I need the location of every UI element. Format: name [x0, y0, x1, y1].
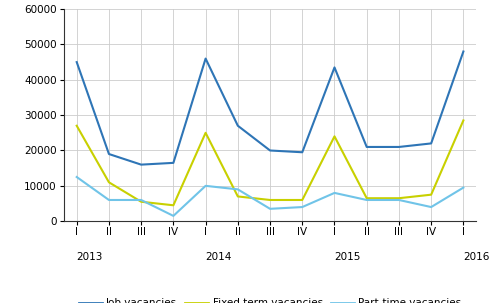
Fixed term vacancies [428, 193, 434, 197]
Job vacancies [106, 152, 112, 156]
Text: 2015: 2015 [334, 252, 361, 262]
Fixed term vacancies [331, 135, 337, 138]
Fixed term vacancies [106, 181, 112, 184]
Part-time vacancies [364, 198, 370, 202]
Fixed term vacancies [235, 195, 241, 198]
Part-time vacancies [170, 214, 176, 218]
Fixed term vacancies [74, 124, 80, 128]
Fixed term vacancies [203, 131, 209, 135]
Part-time vacancies [235, 188, 241, 191]
Line: Job vacancies: Job vacancies [77, 52, 464, 165]
Text: 2013: 2013 [77, 252, 103, 262]
Text: 2016: 2016 [464, 252, 490, 262]
Job vacancies [331, 66, 337, 69]
Part-time vacancies [267, 207, 273, 211]
Job vacancies [428, 142, 434, 145]
Fixed term vacancies [300, 198, 305, 202]
Job vacancies [138, 163, 144, 166]
Part-time vacancies [138, 198, 144, 202]
Fixed term vacancies [267, 198, 273, 202]
Part-time vacancies [203, 184, 209, 188]
Text: 2014: 2014 [206, 252, 232, 262]
Part-time vacancies [396, 198, 402, 202]
Fixed term vacancies [396, 196, 402, 200]
Job vacancies [396, 145, 402, 149]
Job vacancies [74, 60, 80, 64]
Part-time vacancies [461, 186, 466, 189]
Job vacancies [267, 149, 273, 152]
Part-time vacancies [106, 198, 112, 202]
Part-time vacancies [74, 175, 80, 179]
Job vacancies [461, 50, 466, 53]
Line: Part-time vacancies: Part-time vacancies [77, 177, 464, 216]
Fixed term vacancies [170, 204, 176, 207]
Part-time vacancies [300, 205, 305, 209]
Job vacancies [300, 150, 305, 154]
Legend: Job vacancies, Fixed term vacancies, Part-time vacancies: Job vacancies, Fixed term vacancies, Par… [75, 294, 465, 303]
Part-time vacancies [331, 191, 337, 195]
Fixed term vacancies [364, 196, 370, 200]
Job vacancies [170, 161, 176, 165]
Job vacancies [235, 124, 241, 128]
Job vacancies [203, 57, 209, 60]
Fixed term vacancies [461, 118, 466, 122]
Fixed term vacancies [138, 200, 144, 204]
Line: Fixed term vacancies: Fixed term vacancies [77, 120, 464, 205]
Part-time vacancies [428, 205, 434, 209]
Job vacancies [364, 145, 370, 149]
